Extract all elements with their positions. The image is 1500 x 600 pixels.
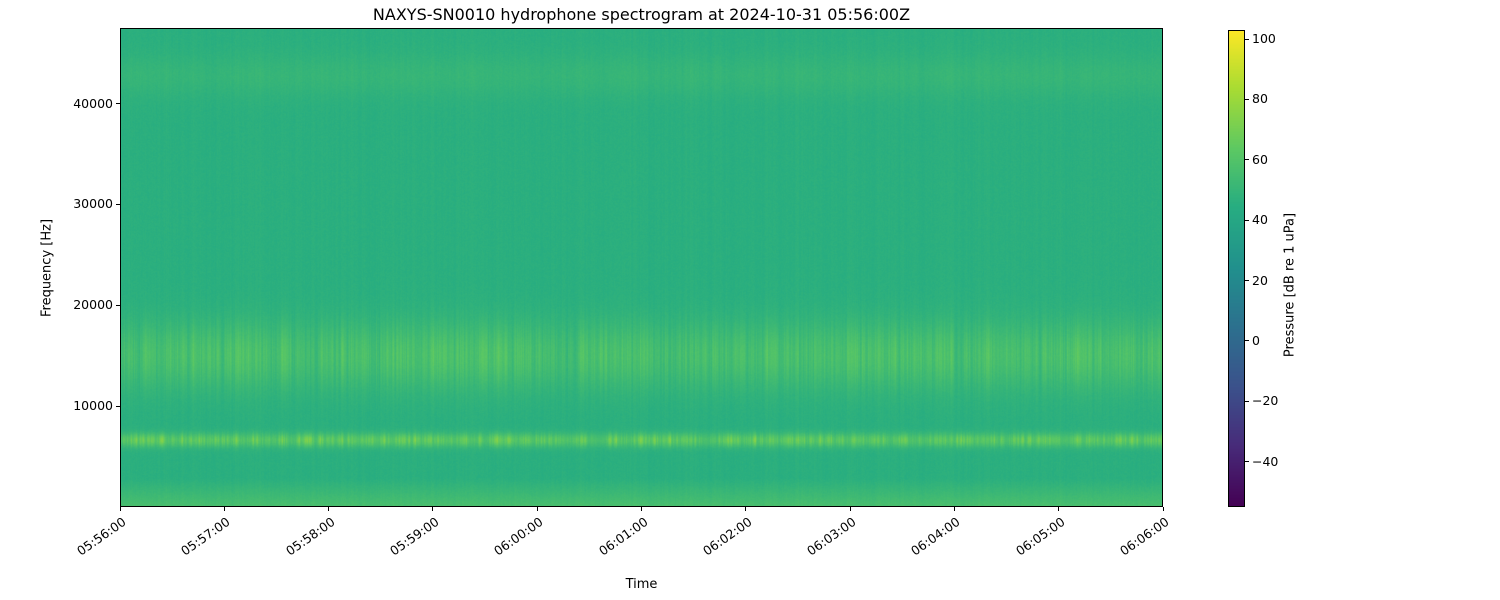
y-tick-label: 40000 [73, 95, 113, 111]
x-tick-mark [1162, 507, 1164, 511]
colorbar-tick-mark [1245, 280, 1249, 282]
colorbar-tick-mark [1245, 38, 1249, 40]
colorbar-tick-mark [1245, 340, 1249, 342]
colorbar-tick-label: 20 [1252, 272, 1268, 288]
colorbar-tick-label: −20 [1252, 393, 1279, 409]
x-tick-mark [119, 507, 121, 511]
colorbar-tick-label: 40 [1252, 212, 1268, 228]
colorbar-tick-mark [1245, 461, 1249, 463]
colorbar-gradient [1228, 30, 1245, 507]
y-tick-label: 10000 [73, 398, 113, 414]
y-tick-mark [116, 203, 120, 205]
y-tick-mark [116, 405, 120, 407]
colorbar-tick-label: 0 [1252, 332, 1260, 348]
y-tick-label: 30000 [73, 196, 113, 212]
x-tick-mark [745, 507, 747, 511]
colorbar-tick-label: 60 [1252, 151, 1268, 167]
x-tick-mark [328, 507, 330, 511]
colorbar-tick-mark [1245, 219, 1249, 221]
x-axis-label: Time [625, 577, 658, 592]
x-tick-mark [953, 507, 955, 511]
x-tick-label: 05:56:00 [74, 514, 129, 559]
figure-title: NAXYS-SN0010 hydrophone spectrogram at 2… [372, 5, 911, 24]
colorbar-tick-label: 80 [1252, 91, 1268, 107]
colorbar-tick-label: 100 [1252, 31, 1276, 47]
colorbar-tick-mark [1245, 159, 1249, 161]
x-tick-mark [223, 507, 225, 511]
y-tick-mark [116, 103, 120, 105]
x-tick-mark [536, 507, 538, 511]
colorbar-tick-mark [1245, 98, 1249, 100]
colorbar-tick-mark [1245, 400, 1249, 402]
x-tick-mark [849, 507, 851, 511]
y-tick-mark [116, 304, 120, 306]
spectrogram-image [120, 28, 1163, 507]
colorbar-label: Pressure [dB re 1 uPa] [1282, 212, 1298, 358]
x-tick-mark [432, 507, 434, 511]
colorbar-tick-label: −40 [1252, 453, 1279, 469]
x-tick-mark [641, 507, 642, 511]
x-tick-mark [1058, 507, 1060, 511]
y-tick-label: 20000 [73, 297, 113, 313]
